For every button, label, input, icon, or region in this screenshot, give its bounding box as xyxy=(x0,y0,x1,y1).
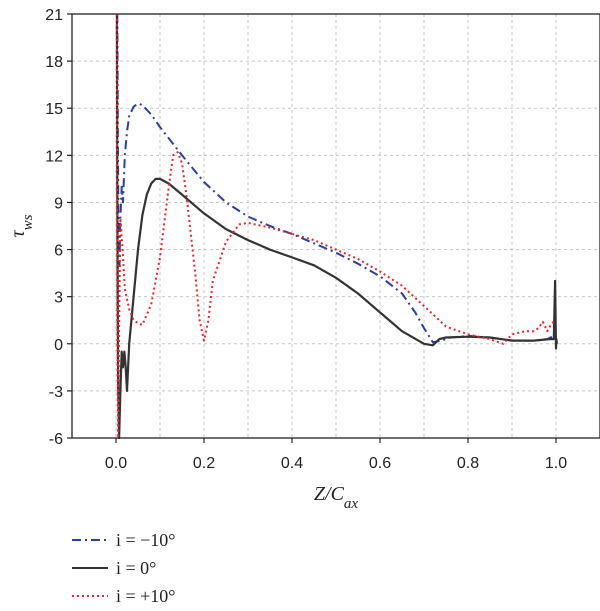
y-axis-label-main: τ xyxy=(7,230,29,238)
x-axis-label: Z/Cax xyxy=(314,483,359,512)
y-tick-label: 9 xyxy=(54,195,63,212)
y-tick-label: -6 xyxy=(49,431,63,448)
x-tick-label: 0.0 xyxy=(105,455,127,472)
y-axis-label: τws xyxy=(7,214,36,237)
ticks: -6 -3 0 3 6 9 12 15 18 21 0.0 0.2 0.4 0.6 0.8 1.0 xyxy=(45,7,567,472)
plot-frame xyxy=(71,13,600,439)
x-tick-label: 0.6 xyxy=(369,455,391,472)
y-tick-label: 0 xyxy=(54,337,63,354)
y-tick-label: 21 xyxy=(45,7,63,24)
y-tick-label: 18 xyxy=(45,54,63,71)
series-line xyxy=(115,13,558,440)
legend-label: i = +10° xyxy=(116,586,176,606)
series-layer xyxy=(115,13,558,440)
x-tick-label: 1.0 xyxy=(545,455,567,472)
grid xyxy=(71,13,600,439)
y-tick-label: 6 xyxy=(54,243,63,260)
series-line xyxy=(115,13,557,439)
x-axis-label-sub: ax xyxy=(344,496,359,512)
x-axis-label-main: Z/C xyxy=(314,483,345,505)
series-line xyxy=(116,13,557,344)
y-tick-label: 15 xyxy=(45,101,63,118)
x-tick-label: 0.2 xyxy=(193,455,215,472)
y-tick-label: 3 xyxy=(54,290,63,307)
y-tick-label: 12 xyxy=(45,148,63,165)
y-axis-label-sub: ws xyxy=(20,214,36,230)
x-tick-label: 0.8 xyxy=(457,455,479,472)
legend-label: i = −10° xyxy=(116,530,176,550)
legend-label: i = 0° xyxy=(116,558,156,578)
y-tick-label: -3 xyxy=(49,384,63,401)
x-tick-label: 0.4 xyxy=(281,455,303,472)
legend: i = −10° i = 0° i = +10° xyxy=(72,530,176,606)
